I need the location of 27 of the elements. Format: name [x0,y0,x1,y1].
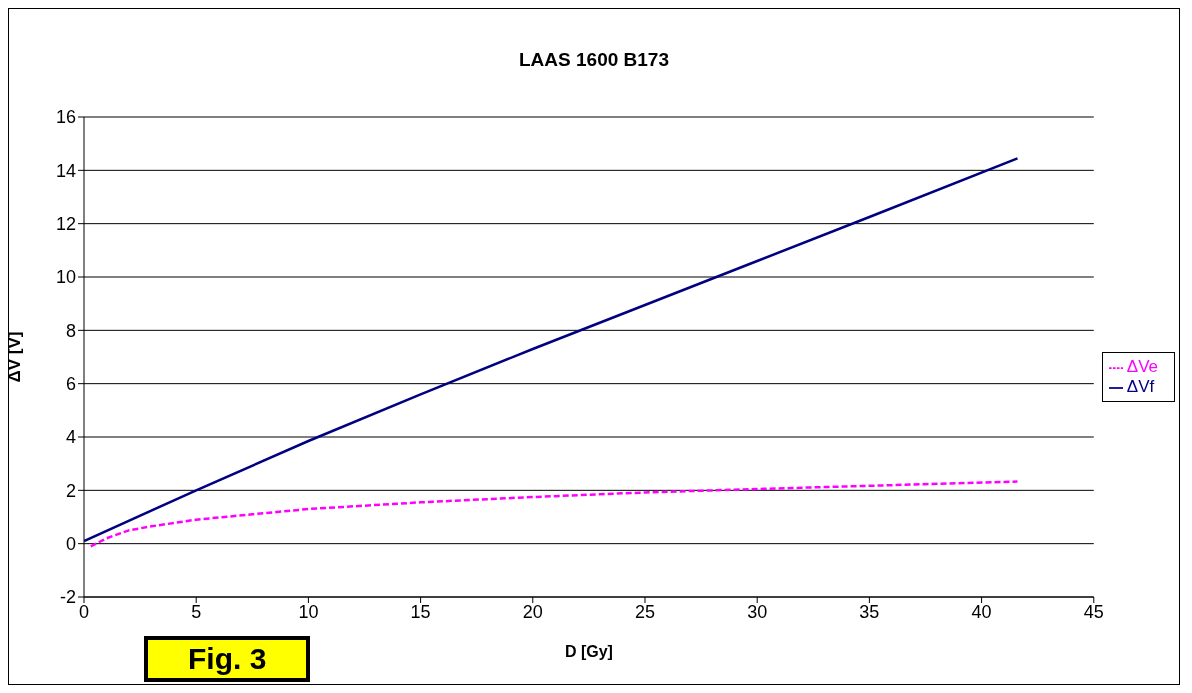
x-tick-label: 20 [522,601,543,622]
x-tick-label: 30 [747,601,768,622]
x-tick-label: 35 [859,601,880,622]
x-tick-label: 25 [634,601,656,622]
y-tick-label: 0 [65,534,76,555]
caption: Fig. 3 [144,636,311,682]
y-tick-label: -2 [59,587,76,608]
x-tick-label: 0 [78,601,90,622]
x-tick-label: 5 [191,601,202,622]
legend-label: ΔVf [1126,377,1155,396]
line-series [89,480,1019,548]
y-tick-label: 10 [55,267,76,288]
x-tick-label: 40 [971,601,992,622]
y-tick-label: 8 [65,320,76,341]
y-tick-label: 12 [55,214,76,235]
legend-label: ΔVe [1126,357,1158,376]
x-tick-label: 45 [1083,601,1104,622]
x-tick-label: 15 [410,601,431,622]
x-axis-title: D [Gy] [564,643,613,660]
x-tick-label: 10 [298,601,319,622]
y-tick-label: 16 [55,107,76,128]
chart-title: LAAS 1600 B173 [518,49,670,71]
y-tick-label: 14 [55,160,76,181]
y-tick-label: 4 [65,427,76,448]
y-tick-label: 6 [65,374,76,395]
y-tick-label: 2 [65,480,76,501]
line-series [84,157,1019,543]
